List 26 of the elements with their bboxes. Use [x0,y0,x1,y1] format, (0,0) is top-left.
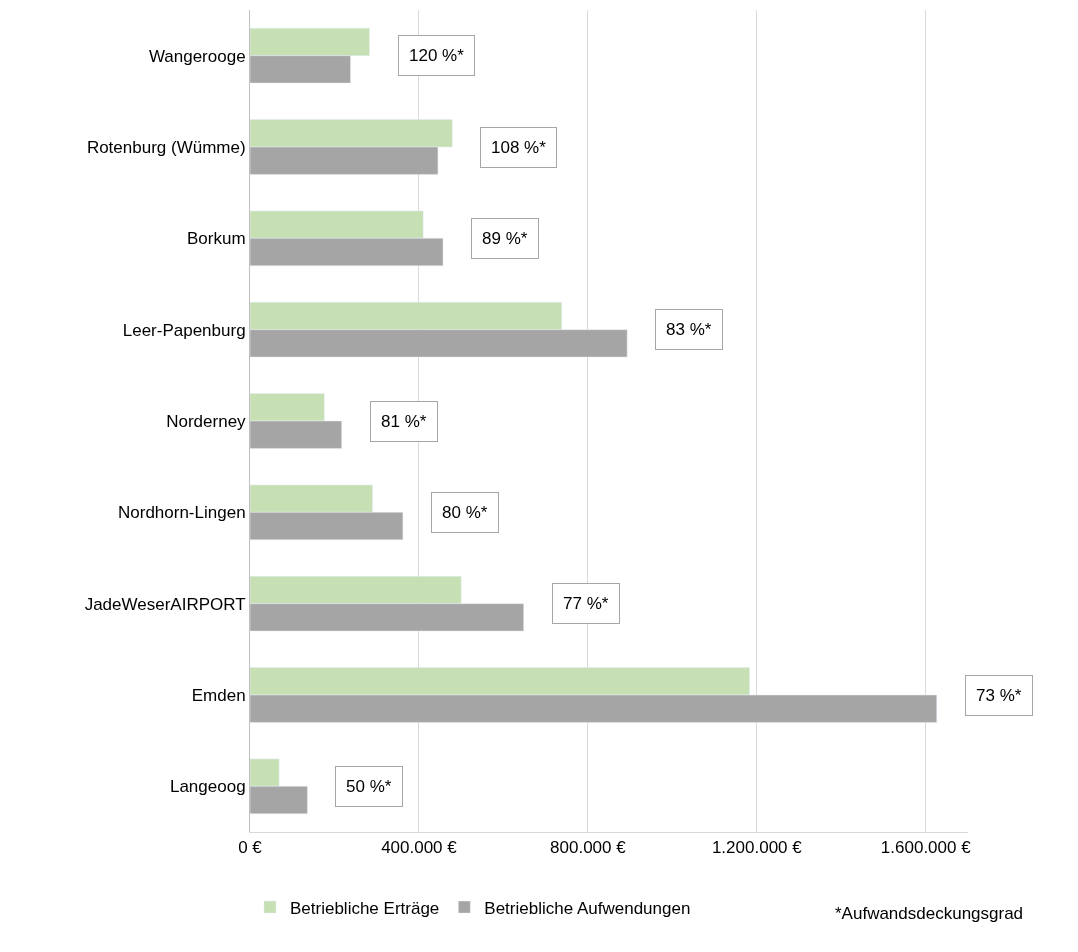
y-tick-label: Rotenburg (Wümme) [86,137,246,157]
x-tick-label: 0 € [238,838,263,858]
annotation: 81 %* [381,412,427,431]
y-tick-label: Wangerooge [148,46,246,66]
y-tick-label: Emden [191,685,246,705]
y-tick-label: Langeoog [169,777,246,797]
legend-label: Betriebliche Erträge [290,898,440,918]
text: *Aufwandsdeckungsgrad [835,904,1024,923]
x-tick-label: 800.000 € [550,838,627,858]
y-tick-label: Leer-Papenburg [122,320,246,340]
x-tick-label: 1.600.000 € [880,838,972,858]
annotation: 108 %* [491,138,547,157]
y-tick-label: Norderney [166,411,247,431]
x-tick-label: 400.000 € [381,838,458,858]
annotation: 120 %* [409,46,465,65]
y-tick-label: JadeWeserAIRPORT [84,594,246,614]
annotation: 89 %* [482,229,528,248]
annotation: 80 %* [442,503,488,522]
x-tick-label: 1.200.000 € [711,838,803,858]
y-tick-label: Borkum [187,229,246,249]
annotation: 83 %* [666,320,712,339]
legend-label: Betriebliche Aufwendungen [484,898,691,918]
text: 73 %* [976,686,1022,705]
annotation: 50 %* [346,777,392,796]
y-tick-label: Nordhorn-Lingen [118,503,246,523]
annotation: 77 %* [563,594,609,613]
